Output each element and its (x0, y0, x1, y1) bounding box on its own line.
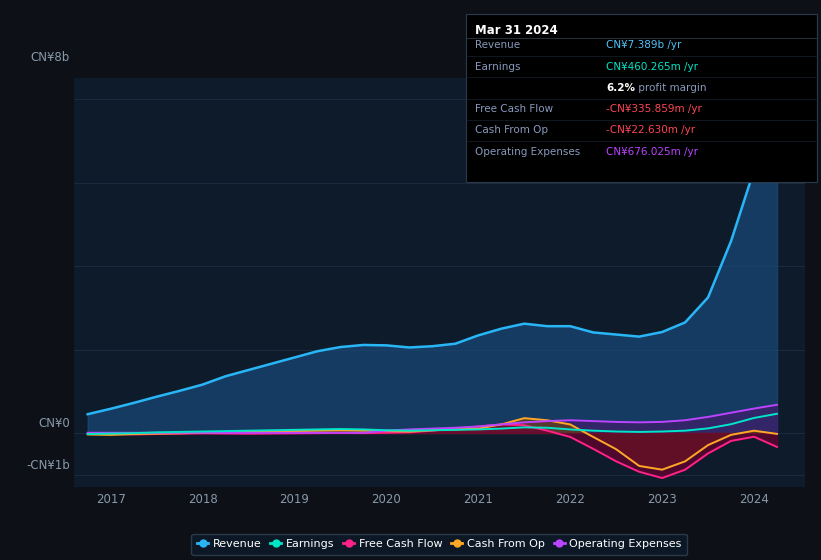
Text: -CN¥1b: -CN¥1b (26, 459, 70, 472)
Text: Mar 31 2024: Mar 31 2024 (475, 24, 557, 37)
Text: CN¥460.265m /yr: CN¥460.265m /yr (606, 62, 698, 72)
Text: CN¥7.389b /yr: CN¥7.389b /yr (606, 40, 681, 50)
Text: profit margin: profit margin (635, 83, 706, 93)
Text: -CN¥22.630m /yr: -CN¥22.630m /yr (606, 125, 695, 136)
Text: CN¥0: CN¥0 (38, 417, 70, 430)
Text: Revenue: Revenue (475, 40, 520, 50)
Text: -CN¥335.859m /yr: -CN¥335.859m /yr (606, 104, 702, 114)
Text: Operating Expenses: Operating Expenses (475, 147, 580, 157)
Text: Earnings: Earnings (475, 62, 520, 72)
Legend: Revenue, Earnings, Free Cash Flow, Cash From Op, Operating Expenses: Revenue, Earnings, Free Cash Flow, Cash … (191, 534, 687, 555)
Text: Cash From Op: Cash From Op (475, 125, 548, 136)
Text: Free Cash Flow: Free Cash Flow (475, 104, 553, 114)
Text: CN¥676.025m /yr: CN¥676.025m /yr (606, 147, 698, 157)
Text: 6.2%: 6.2% (606, 83, 635, 93)
Text: CN¥8b: CN¥8b (30, 52, 70, 64)
